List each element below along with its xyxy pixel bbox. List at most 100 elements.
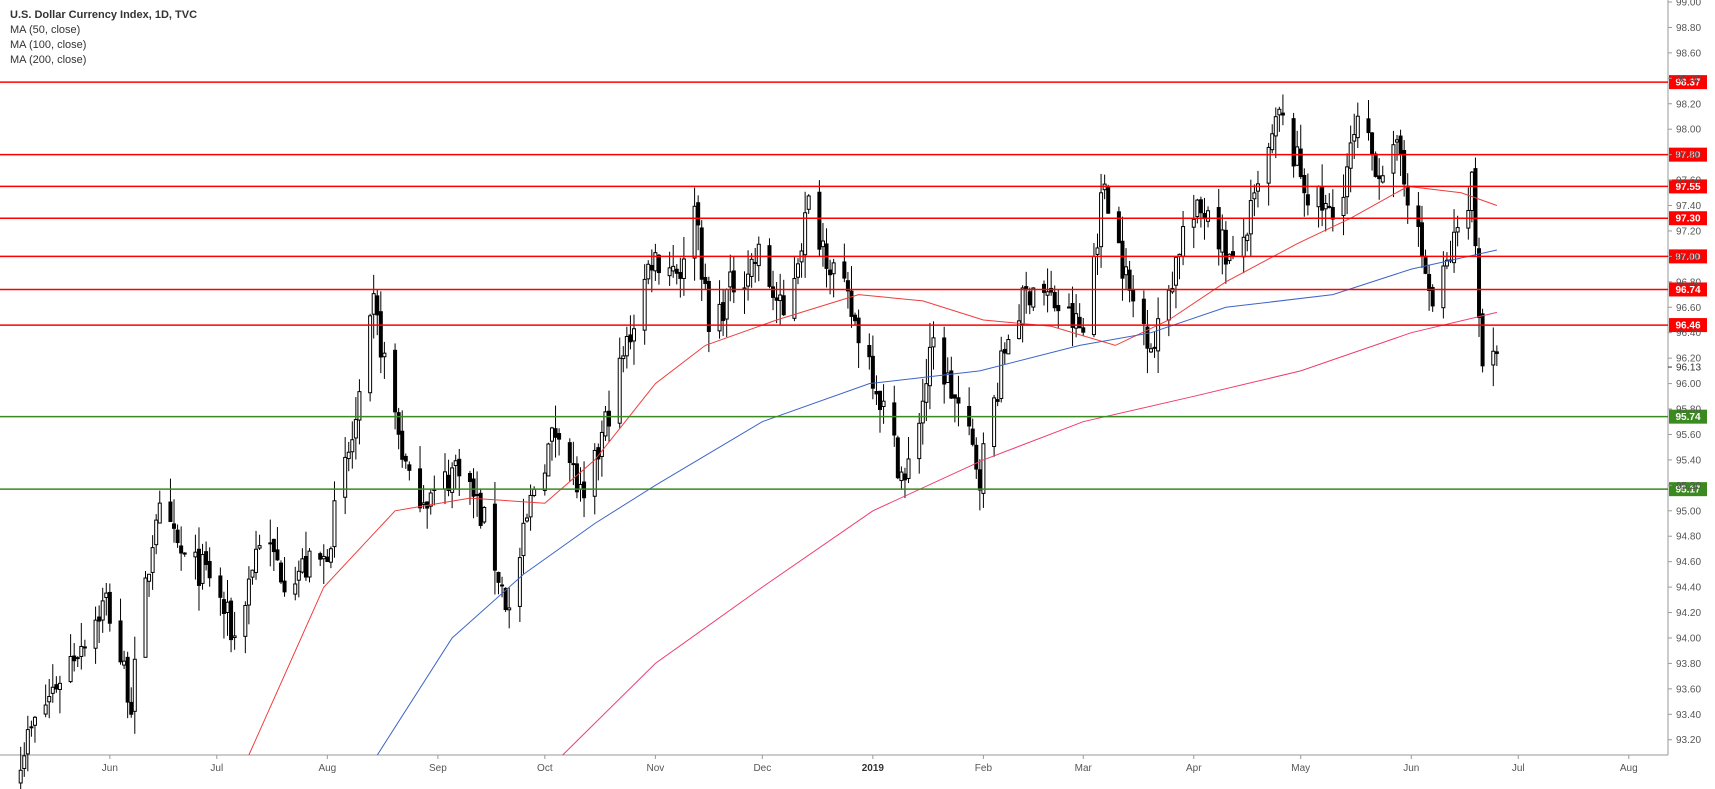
candle-body xyxy=(1070,303,1075,328)
candle-body xyxy=(407,464,412,471)
candle-body xyxy=(496,571,501,583)
level-label-bg xyxy=(1669,249,1707,264)
candle-body xyxy=(649,265,654,271)
candle-body xyxy=(521,522,526,557)
candle-body xyxy=(1230,251,1235,257)
chart-legend: U.S. Dollar Currency Index, 1D, TVC MA (… xyxy=(10,8,197,68)
candle-body xyxy=(621,355,626,360)
candle-body xyxy=(1348,142,1353,169)
x-tick-label: Apr xyxy=(1186,763,1202,774)
candle-body xyxy=(1206,210,1211,222)
candle-body xyxy=(774,297,779,301)
candle-body xyxy=(357,391,362,421)
candle-body xyxy=(578,483,583,490)
candle-body xyxy=(507,607,512,611)
candle-body xyxy=(599,431,604,457)
candle-body xyxy=(920,400,925,424)
candle-body xyxy=(1099,192,1104,248)
candle-body xyxy=(603,411,608,437)
candle-body xyxy=(792,278,797,319)
candles-layer xyxy=(18,94,1499,789)
candle-body xyxy=(503,587,508,611)
candle-body xyxy=(325,556,330,563)
candle-body xyxy=(229,600,234,641)
candle-body xyxy=(1430,287,1435,307)
candle-body xyxy=(899,471,904,482)
candle-body xyxy=(728,271,733,288)
candle-body xyxy=(624,335,629,357)
candle-body xyxy=(1124,266,1129,276)
candle-body xyxy=(1341,196,1346,217)
candle-body xyxy=(1355,115,1360,139)
candle-body xyxy=(1049,287,1054,293)
candle-body xyxy=(300,558,305,573)
candle-body xyxy=(150,547,155,573)
candle-body xyxy=(268,542,273,545)
candle-body xyxy=(47,695,52,703)
candle-body xyxy=(567,442,572,463)
candle-body xyxy=(293,583,298,595)
level-label: 97.80 xyxy=(1675,150,1700,161)
moving-averages-layer xyxy=(248,185,1498,756)
candle-body xyxy=(79,645,84,657)
candle-body xyxy=(271,538,276,553)
candle-body xyxy=(867,345,872,358)
y-tick-label: 98.00 xyxy=(1676,125,1701,136)
candle-body xyxy=(1402,150,1407,185)
candle-body xyxy=(617,357,622,424)
candle-body xyxy=(243,605,248,637)
y-tick-label: 96.60 xyxy=(1676,303,1701,314)
candle-body xyxy=(817,191,822,250)
candle-body xyxy=(50,686,55,694)
candle-body xyxy=(179,545,184,554)
candle-body xyxy=(1477,248,1482,319)
candle-body xyxy=(296,570,301,581)
y-tick-label: 98.40 xyxy=(1676,74,1701,85)
candle-body xyxy=(1444,259,1449,267)
candle-body xyxy=(221,599,226,614)
level-label-bg xyxy=(1669,179,1707,194)
candle-body xyxy=(557,433,562,440)
candle-body xyxy=(350,439,355,453)
candle-body xyxy=(492,503,497,571)
candle-body xyxy=(218,575,223,598)
candle-body xyxy=(125,656,130,703)
candle-body xyxy=(653,252,658,272)
candle-body xyxy=(200,554,205,584)
candle-body xyxy=(204,551,209,565)
candle-body xyxy=(981,443,986,494)
candle-body xyxy=(307,550,312,578)
x-tick-label: Aug xyxy=(318,763,336,774)
candle-body xyxy=(1330,207,1335,220)
candle-body xyxy=(182,552,187,555)
level-label: 96.74 xyxy=(1675,285,1700,296)
candle-body xyxy=(706,280,711,332)
candle-body xyxy=(403,455,408,462)
candle-body xyxy=(678,271,683,279)
candle-body xyxy=(1141,298,1146,324)
candle-body xyxy=(1131,289,1136,302)
y-tick-label: 98.60 xyxy=(1676,48,1701,59)
level-label-bg xyxy=(1669,147,1707,162)
levels-layer: 98.37 97.80 97.55 97.30 97.00 96.74 96.46 95.74… xyxy=(0,75,1707,497)
y-tick-label: 96.40 xyxy=(1676,328,1701,339)
candle-body xyxy=(756,243,761,267)
candle-body xyxy=(254,548,259,573)
candle-body xyxy=(1127,269,1132,291)
x-tick-label: Mar xyxy=(1075,763,1093,774)
y-tick-label: 95.20 xyxy=(1676,481,1701,492)
y-tick-label: 97.40 xyxy=(1676,201,1701,212)
y-tick-label: 93.60 xyxy=(1676,684,1701,695)
candle-body xyxy=(1006,339,1011,355)
candle-body xyxy=(549,427,554,442)
candle-body xyxy=(1181,226,1186,257)
candle-body xyxy=(571,463,576,466)
candle-body xyxy=(1280,112,1285,116)
last-price-label: 96.13 xyxy=(1676,363,1701,374)
candle-body xyxy=(282,580,287,593)
candle-body xyxy=(396,412,401,435)
candle-body xyxy=(332,500,337,548)
candle-body xyxy=(845,280,850,292)
candle-body xyxy=(1405,185,1410,206)
